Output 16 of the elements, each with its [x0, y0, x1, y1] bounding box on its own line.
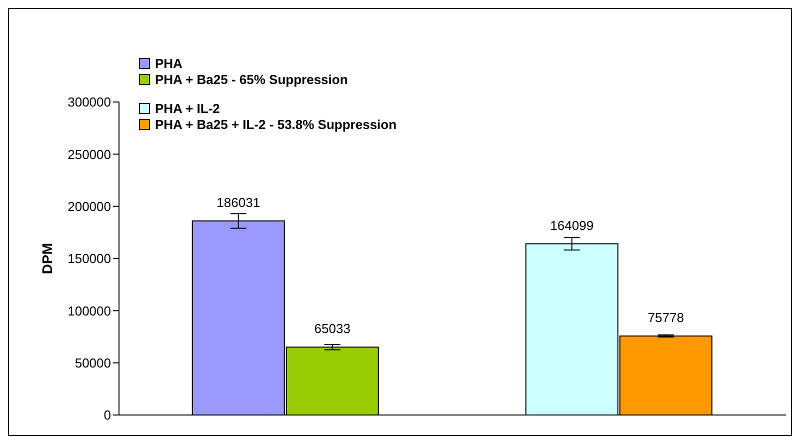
- legend-label: PHA + Ba25 - 65% Suppression: [155, 72, 348, 87]
- legend-label: PHA: [155, 56, 182, 71]
- data-label: 186031: [216, 194, 260, 210]
- y-tick-label: 200000: [68, 198, 111, 214]
- data-label: 164099: [550, 218, 594, 233]
- y-tick-label: 50000: [74, 355, 111, 370]
- y-tick-label: 300000: [68, 94, 111, 110]
- data-label: 65033: [314, 321, 350, 336]
- y-tick-label: 0: [104, 408, 111, 423]
- y-tick-label: 250000: [68, 146, 111, 162]
- legend-label: PHA + Ba25 + IL-2 - 53.8% Suppression: [155, 117, 397, 132]
- legend-label: PHA + IL-2: [155, 101, 220, 116]
- y-axis-title: DPM: [38, 242, 55, 274]
- y-tick-label: 150000: [68, 251, 111, 266]
- data-label: 75778: [648, 310, 684, 325]
- y-tick-label: 100000: [68, 303, 111, 318]
